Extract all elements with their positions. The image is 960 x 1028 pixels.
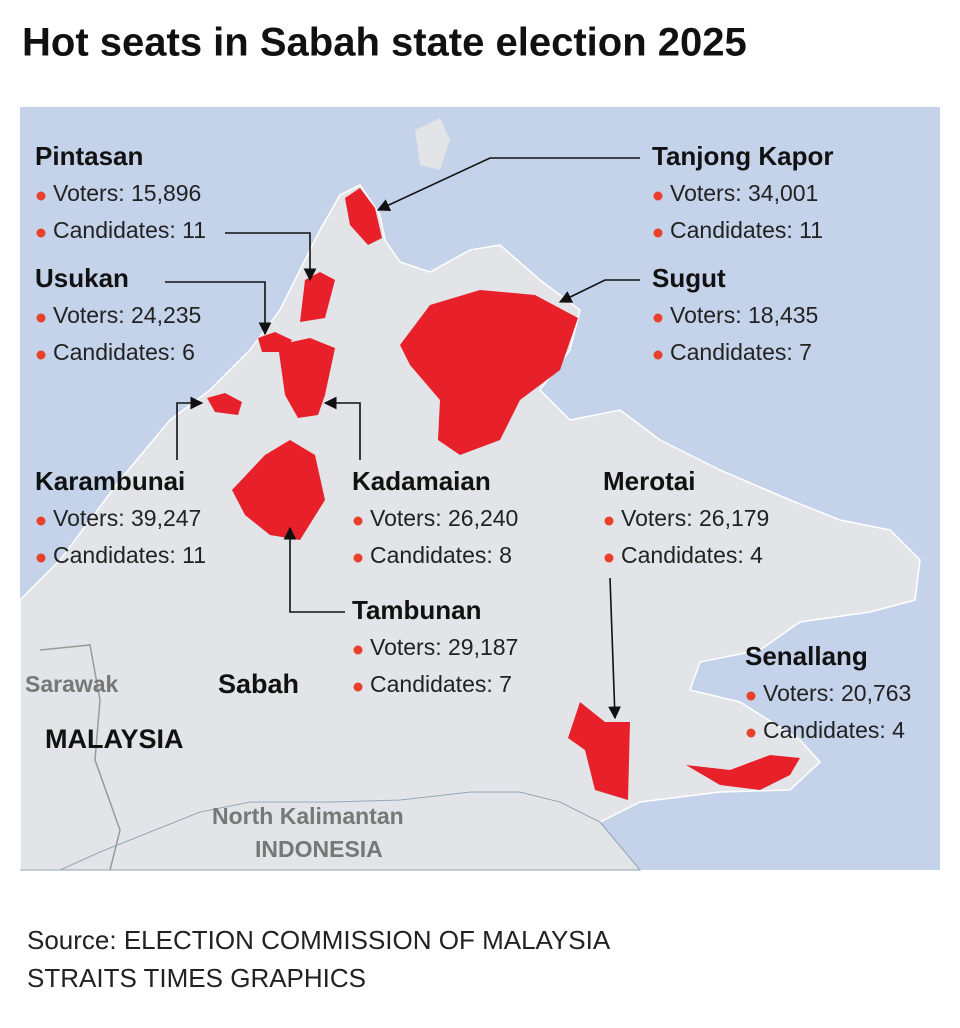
seat-candidates: Candidates: 8	[370, 542, 512, 568]
seat-name: Usukan	[35, 263, 129, 293]
seat-voters: Voters: 29,187	[370, 634, 518, 660]
seat-name: Sugut	[652, 263, 726, 293]
bullet	[653, 313, 663, 323]
land	[19, 118, 921, 871]
seat-name: Merotai	[603, 466, 695, 496]
bullet	[36, 191, 46, 201]
seat-voters: Voters: 26,179	[621, 505, 769, 531]
seat-name: Senallang	[745, 641, 868, 671]
seat-candidates: Candidates: 6	[53, 339, 195, 365]
seat-candidates: Candidates: 7	[670, 339, 812, 365]
seat-voters: Voters: 34,001	[670, 180, 818, 206]
bullet	[746, 728, 756, 738]
bullet	[653, 228, 663, 238]
bullet	[36, 553, 46, 563]
map-label: MALAYSIA	[45, 724, 184, 754]
bullet	[353, 516, 363, 526]
seat-candidates: Candidates: 4	[621, 542, 763, 568]
seat-candidates: Candidates: 11	[53, 217, 206, 243]
seat-candidates: Candidates: 11	[53, 542, 206, 568]
seat-candidates: Candidates: 7	[370, 671, 512, 697]
bullet	[36, 313, 46, 323]
callout-arrows	[165, 157, 640, 720]
bullet	[353, 553, 363, 563]
bullet	[36, 228, 46, 238]
bullet	[746, 691, 756, 701]
source: Source: ELECTION COMMISSION OF MALAYSIA	[27, 925, 611, 955]
seat-name: Kadamaian	[352, 466, 491, 496]
seat-name: Karambunai	[35, 466, 185, 496]
seat-voters: Voters: 24,235	[53, 302, 201, 328]
seat-name: Tambunan	[352, 595, 482, 625]
bullet	[604, 516, 614, 526]
seat-candidates: Candidates: 4	[763, 717, 905, 743]
bullet	[36, 350, 46, 360]
bullet	[36, 516, 46, 526]
seat-name: Pintasan	[35, 141, 143, 171]
bullet	[653, 350, 663, 360]
map-label: Sabah	[218, 669, 299, 699]
seat-voters: Voters: 18,435	[670, 302, 818, 328]
seat-voters: Voters: 15,896	[53, 180, 201, 206]
map-label: Sarawak	[25, 671, 119, 697]
bullet	[604, 553, 614, 563]
source: STRAITS TIMES GRAPHICS	[27, 963, 366, 993]
map-label: INDONESIA	[255, 836, 383, 862]
map-label: North Kalimantan	[212, 803, 404, 829]
seat-candidates: Candidates: 11	[670, 217, 823, 243]
bullet	[653, 191, 663, 201]
seat-shapes	[207, 188, 800, 800]
bullet	[353, 645, 363, 655]
seat-name: Tanjong Kapor	[652, 141, 834, 171]
seat-voters: Voters: 20,763	[763, 680, 911, 706]
seat-voters: Voters: 39,247	[53, 505, 201, 531]
title: Hot seats in Sabah state election 2025	[22, 21, 747, 65]
bullet	[353, 682, 363, 692]
seat-voters: Voters: 26,240	[370, 505, 518, 531]
